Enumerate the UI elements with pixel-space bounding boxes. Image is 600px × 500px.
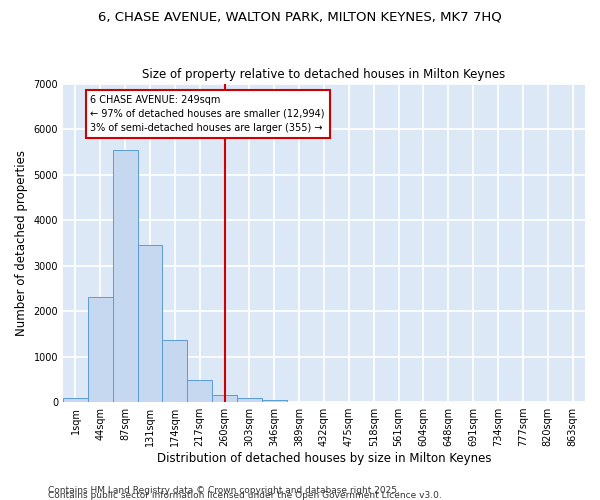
X-axis label: Distribution of detached houses by size in Milton Keynes: Distribution of detached houses by size … <box>157 452 491 465</box>
Bar <box>113 150 137 402</box>
Text: Contains HM Land Registry data © Crown copyright and database right 2025.: Contains HM Land Registry data © Crown c… <box>48 486 400 495</box>
Text: Contains public sector information licensed under the Open Government Licence v3: Contains public sector information licen… <box>48 490 442 500</box>
Title: Size of property relative to detached houses in Milton Keynes: Size of property relative to detached ho… <box>142 68 506 81</box>
Bar <box>63 398 88 402</box>
Bar <box>237 398 262 402</box>
Bar <box>163 340 187 402</box>
Bar <box>137 244 163 402</box>
Bar <box>88 298 113 402</box>
Bar <box>187 380 212 402</box>
Bar <box>212 394 237 402</box>
Bar <box>262 400 287 402</box>
Text: 6, CHASE AVENUE, WALTON PARK, MILTON KEYNES, MK7 7HQ: 6, CHASE AVENUE, WALTON PARK, MILTON KEY… <box>98 10 502 23</box>
Text: 6 CHASE AVENUE: 249sqm
← 97% of detached houses are smaller (12,994)
3% of semi-: 6 CHASE AVENUE: 249sqm ← 97% of detached… <box>91 95 325 133</box>
Y-axis label: Number of detached properties: Number of detached properties <box>15 150 28 336</box>
